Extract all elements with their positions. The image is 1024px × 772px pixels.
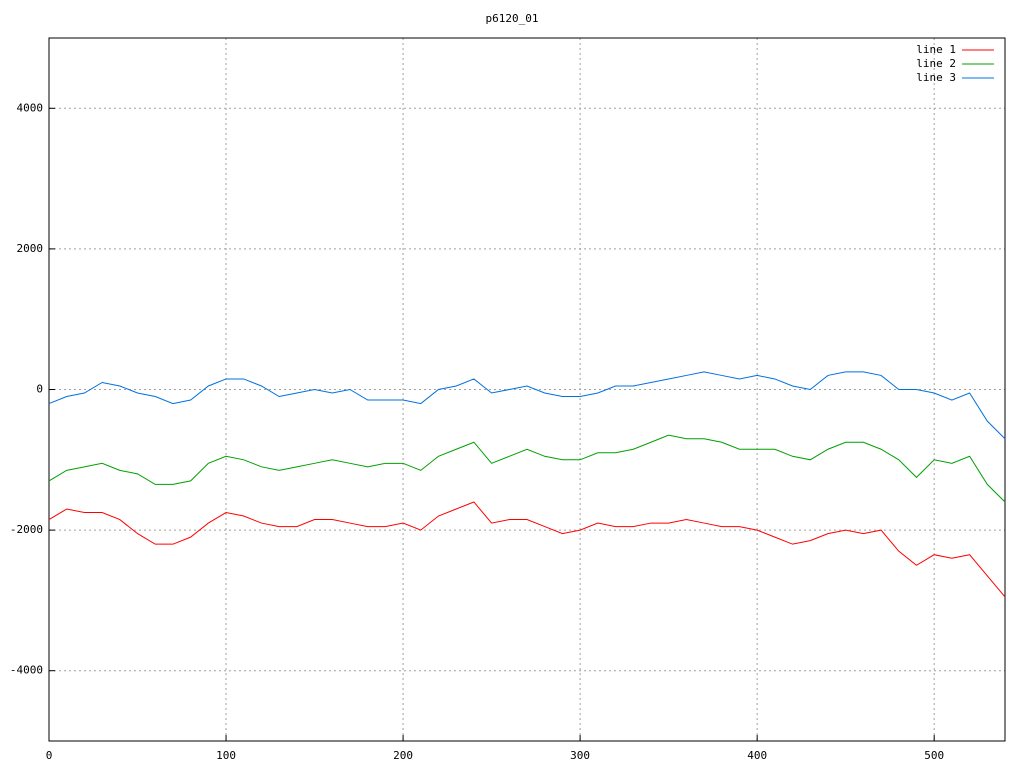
chart-title: p6120_01 (486, 12, 539, 25)
y-tick-label: 4000 (17, 101, 44, 114)
line-series (48, 501, 1006, 598)
line-series (48, 371, 1006, 440)
x-tick-label: 300 (570, 749, 590, 762)
y-tick-label: 0 (36, 383, 43, 396)
legend-label: line 2 (916, 57, 956, 70)
x-tick-label: 100 (216, 749, 236, 762)
y-tick-label: -4000 (10, 664, 43, 677)
x-tick-label: 400 (747, 749, 767, 762)
plot-frame (48, 37, 1006, 742)
y-tick-label: 2000 (17, 242, 44, 255)
x-tick-label: 500 (924, 749, 944, 762)
legend-label: line 3 (916, 71, 956, 84)
legend-label: line 1 (916, 43, 956, 56)
line-series (48, 434, 1006, 503)
y-tick-label: -2000 (10, 523, 43, 536)
x-tick-label: 200 (393, 749, 413, 762)
x-tick-label: 0 (46, 749, 53, 762)
